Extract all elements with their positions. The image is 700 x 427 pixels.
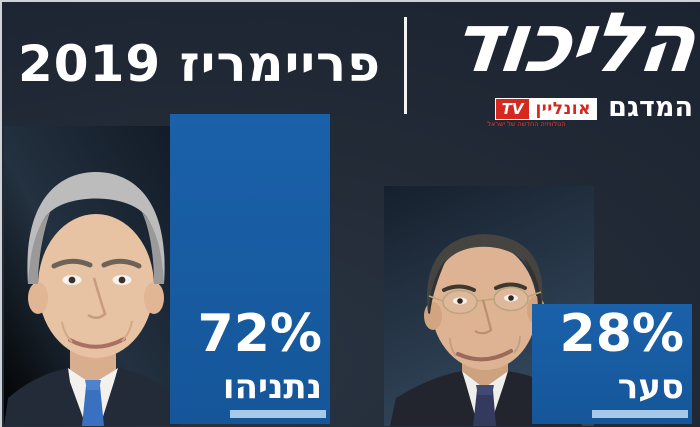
channel-tagline: הטלוויזיה החדשה של ישראל (487, 121, 566, 128)
percentage-value: 72% (197, 304, 322, 364)
online-tv-logo: TV אונליין (494, 98, 597, 120)
saar-portrait (384, 186, 594, 426)
online-logo-box: אונליין (529, 98, 597, 120)
bar-underline-accent (592, 410, 688, 418)
netanyahu-portrait (4, 126, 180, 426)
candidate-name: סער (617, 367, 684, 407)
header-separator-line (404, 17, 407, 114)
result-bar-netanyahu: 72% נתניהו (170, 114, 330, 424)
likud-party-logo: הליכוד (446, 0, 700, 91)
tv-logo-box: TV (494, 98, 530, 120)
result-bar-saar: 28% סער (532, 304, 692, 424)
candidate-name: נתניהו (222, 367, 322, 407)
bar-underline-accent (230, 410, 326, 418)
percentage-value: 28% (559, 304, 684, 364)
sample-label: המדגם (608, 92, 693, 123)
page-title: פריימריז 2019 (18, 35, 382, 93)
